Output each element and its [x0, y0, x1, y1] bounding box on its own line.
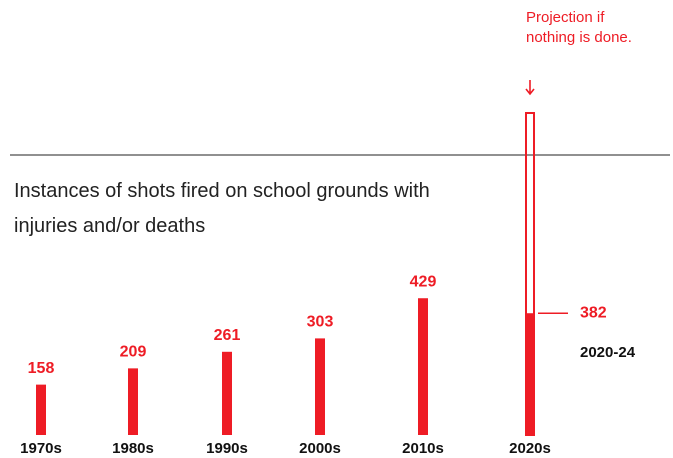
projection-annotation: Projection if nothing is done.: [526, 9, 632, 46]
value-label: 429: [410, 273, 437, 290]
arrow: [525, 80, 535, 96]
value-label: 261: [214, 327, 241, 344]
bar: [36, 384, 46, 435]
value-label: 303: [307, 314, 334, 331]
chart-title: Instances of shots fired on school groun…: [14, 180, 430, 237]
x-tick-label: 1970s: [20, 440, 62, 457]
x-tick-label: 1980s: [112, 440, 154, 457]
value-label: 158: [28, 360, 55, 377]
bar: [418, 298, 428, 435]
x-tick-label: 2000s: [299, 440, 341, 457]
value-label: 209: [120, 344, 147, 361]
bar: [222, 351, 232, 435]
value-label: 382: [580, 304, 607, 321]
partial-label: 2020-24: [580, 344, 636, 361]
x-tick-label: 2020s: [509, 440, 551, 457]
bar: [315, 338, 325, 435]
bar: [128, 368, 138, 435]
x-tick-label: 2010s: [402, 440, 444, 457]
bar: [525, 313, 535, 435]
x-tick-label: 1990s: [206, 440, 248, 457]
